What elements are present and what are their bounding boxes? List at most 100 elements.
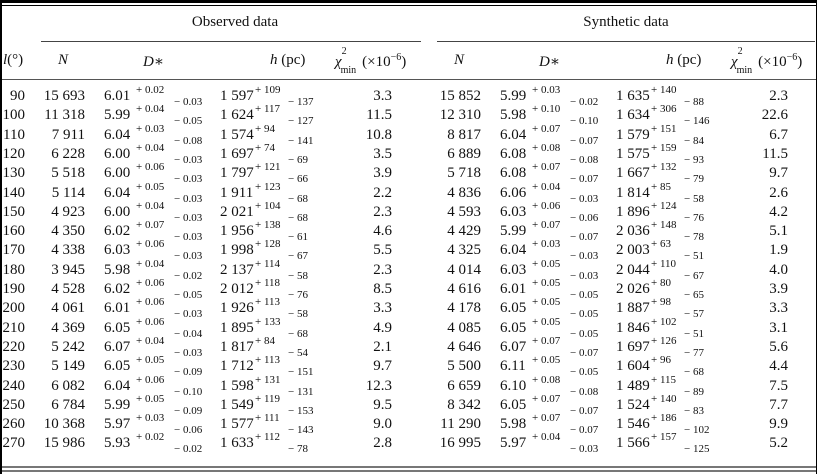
cell-h: 1 633: [220, 435, 254, 452]
cell-d-plus: + 0.05: [532, 315, 561, 328]
cell-d-minus: − 0.05: [570, 308, 599, 321]
cell-chi: 9.0: [373, 416, 392, 433]
cell-l: 160: [2, 223, 26, 240]
cell-n: 5 242: [51, 338, 85, 355]
cell-h-plus: + 118: [255, 277, 281, 289]
header-rule: [2, 79, 816, 80]
cell-n: 5 500: [447, 358, 481, 375]
cell-h: 1 524: [616, 396, 650, 413]
cell-chi: 4.0: [769, 261, 788, 278]
table-row: 200 4 061 6.01 + 0.06 − 0.03 1 926 + 113 − 58 3.…: [0, 296, 817, 321]
cell-h-minus: − 67: [684, 269, 704, 282]
cell-h-minus: − 93: [684, 153, 704, 166]
cell-d-plus: + 0.07: [532, 392, 561, 405]
cell-d-plus: + 0.04: [532, 180, 561, 193]
cell-d: 6.08: [500, 145, 527, 162]
cell-h: 1 566: [616, 435, 650, 452]
cell-n: 4 061: [51, 300, 85, 317]
cell-h-minus: − 89: [684, 385, 704, 398]
cell-h-minus: − 51: [684, 250, 704, 263]
cell-h-minus: − 76: [288, 289, 308, 301]
cell-d: 6.04: [104, 184, 131, 201]
cell-l: 150: [2, 203, 26, 220]
cell-h-plus: + 151: [651, 122, 677, 135]
table-row: 230 5 149 6.05 + 0.05 − 0.09 1 712 + 113 − 151 9…: [0, 354, 817, 378]
bottom-rule: [2, 466, 816, 468]
cell-d-plus: + 0.08: [532, 141, 561, 154]
cell-l: 120: [2, 145, 26, 162]
cell-h-minus: − 83: [684, 404, 704, 417]
cell-h-minus: − 68: [288, 327, 308, 340]
cell-h-plus: + 128: [255, 238, 281, 251]
cell-h: 2 026: [616, 281, 650, 297]
cell-h-minus: − 54: [288, 346, 308, 359]
cell-h: 2 137: [220, 261, 254, 278]
cell-chi: 2.3: [373, 261, 392, 278]
cell-chi: 3.5: [373, 145, 392, 162]
cell-chi: 2.2: [373, 184, 392, 201]
cell-d: 6.01: [104, 88, 131, 104]
cell-chi: 9.5: [373, 396, 392, 413]
cell-h-plus: + 119: [255, 392, 281, 405]
cell-d-minus: − 0.07: [570, 404, 599, 417]
cell-n: 4 178: [447, 300, 481, 317]
cell-h-plus: + 126: [651, 334, 677, 347]
cell-chi: 9.7: [769, 165, 788, 182]
cell-h-plus: + 123: [255, 180, 281, 193]
table-row: 110 7 911 6.04 + 0.03 − 0.08 1 574 + 94 − 141 10…: [0, 123, 817, 147]
table-row: 130 5 518 6.00 + 0.06 − 0.03 1 797 + 121 − 66 3.…: [0, 161, 817, 185]
cell-d-minus: − 0.07: [570, 134, 599, 147]
cell-d: 5.93: [104, 435, 131, 452]
cell-h: 1 814: [616, 184, 650, 201]
cell-d-plus: + 0.04: [136, 334, 165, 347]
cell-h-plus: + 117: [255, 103, 281, 116]
column-header-chi-observed: χ2min(×10−6): [335, 46, 407, 76]
cell-n: 4 836: [447, 184, 481, 201]
cell-chi: 12.3: [365, 377, 392, 394]
cell-h-plus: + 113: [255, 296, 281, 309]
table-row: 160 4 350 6.02 + 0.07 − 0.03 1 956 + 138 − 61 4.…: [0, 219, 817, 243]
cell-n: 15 986: [43, 435, 85, 452]
cell-chi: 2.8: [373, 435, 392, 452]
cell-h-plus: + 186: [651, 412, 677, 425]
cell-chi: 5.2: [769, 435, 788, 452]
cell-d-minus: − 0.02: [570, 96, 599, 108]
cell-l: 140: [2, 184, 26, 201]
cell-d-plus: + 0.07: [136, 219, 165, 232]
cell-h: 1 797: [220, 165, 254, 182]
cell-n: 11 290: [440, 416, 481, 433]
cell-d: 5.99: [500, 223, 527, 240]
cell-chi: 3.3: [769, 300, 788, 317]
cell-d-minus: − 0.09: [174, 404, 203, 417]
cell-d-plus: + 0.05: [532, 277, 561, 289]
cell-h: 1 579: [616, 126, 650, 143]
cell-n: 4 429: [447, 223, 481, 240]
cell-h-plus: + 63: [651, 238, 671, 251]
cell-h-minus: − 65: [684, 289, 704, 301]
cell-d-plus: + 0.07: [532, 122, 561, 135]
cell-d-plus: + 0.04: [136, 103, 165, 116]
cell-h-plus: + 113: [255, 354, 281, 367]
cell-chi: 7.7: [769, 396, 788, 413]
cell-n: 4 014: [447, 261, 481, 278]
cell-chi: 5.5: [373, 242, 392, 259]
cell-d-plus: + 0.08: [532, 373, 561, 386]
cell-d: 5.99: [104, 107, 131, 124]
cell-n: 12 310: [439, 107, 481, 124]
table-row: 250 6 784 5.99 + 0.05 − 0.09 1 549 + 119 − 153 9…: [0, 393, 817, 417]
cell-d: 5.98: [500, 416, 527, 433]
cell-n: 4 646: [447, 338, 481, 355]
cell-d: 6.04: [104, 126, 131, 143]
cell-d-plus: + 0.05: [532, 354, 561, 367]
cell-n: 11 318: [44, 107, 85, 124]
column-header-d-synthetic: D∗: [539, 54, 561, 70]
cell-h: 1 712: [220, 358, 254, 375]
cell-chi: 22.6: [761, 107, 788, 124]
cell-d: 6.02: [104, 223, 131, 240]
cell-h-minus: − 143: [288, 424, 314, 437]
cell-chi: 3.3: [373, 88, 392, 104]
cell-chi: 10.8: [365, 126, 392, 143]
cell-d: 5.98: [104, 261, 131, 278]
cell-h-plus: + 124: [651, 199, 677, 212]
cell-h-minus: − 102: [684, 424, 710, 437]
